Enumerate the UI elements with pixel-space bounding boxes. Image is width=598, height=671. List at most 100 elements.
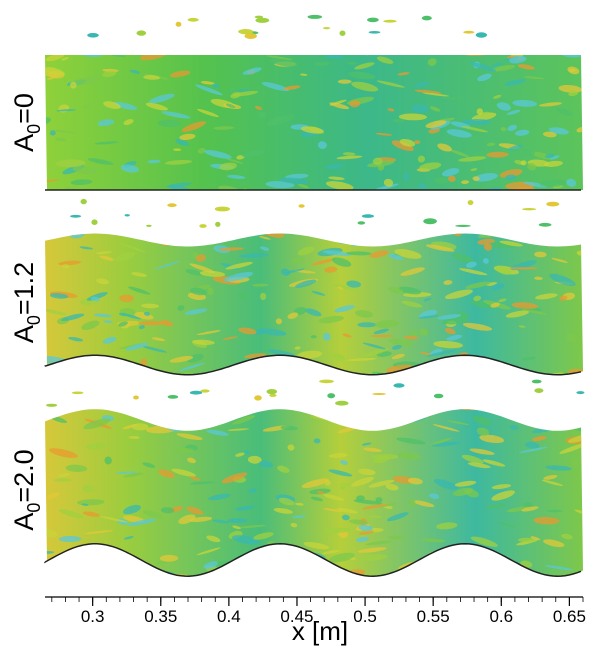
vortex	[458, 156, 487, 162]
vortex	[119, 41, 137, 47]
vortex	[377, 56, 394, 64]
vortex	[125, 342, 149, 351]
vortex	[279, 574, 295, 577]
vortex	[252, 283, 269, 287]
vortex	[331, 257, 352, 267]
detached-vortex	[534, 388, 544, 393]
vortex	[61, 56, 69, 61]
vortex	[97, 225, 108, 230]
vortex	[466, 261, 477, 268]
vortex	[394, 44, 411, 50]
vortex	[361, 503, 388, 510]
vortex	[252, 365, 270, 371]
vortex	[82, 511, 100, 517]
vortex	[53, 478, 72, 482]
vortex	[397, 72, 410, 76]
vortex	[341, 218, 368, 230]
vortex	[232, 415, 256, 425]
vortex	[249, 190, 274, 197]
vortex	[441, 226, 448, 231]
vortex	[453, 233, 462, 237]
vortex	[295, 573, 318, 577]
vortex	[291, 257, 305, 263]
vortex	[481, 402, 499, 405]
vortex	[301, 478, 329, 488]
vortex	[372, 157, 383, 166]
vortex	[190, 481, 215, 485]
vortex	[316, 491, 325, 495]
vortex	[49, 293, 69, 299]
vortex	[524, 441, 540, 449]
vortex	[444, 328, 456, 335]
vortex	[155, 221, 164, 224]
vortex	[103, 320, 113, 324]
vortex	[264, 233, 285, 238]
vortex	[370, 225, 388, 233]
vortex	[521, 309, 548, 315]
vortex	[349, 100, 361, 108]
vortex	[471, 112, 497, 121]
vortex	[128, 286, 151, 295]
vortex	[104, 220, 121, 230]
flow-panel: A0=0	[9, 14, 583, 208]
vortex	[235, 573, 262, 576]
vortex	[559, 443, 583, 454]
vortex	[85, 55, 93, 56]
vortex	[286, 224, 308, 231]
panel-label: A0=2.0	[9, 449, 44, 530]
vortex	[363, 199, 388, 208]
vortex	[291, 34, 300, 37]
vortex	[229, 567, 247, 573]
vortex	[383, 192, 392, 201]
vortex	[346, 61, 358, 65]
detached-vortex	[339, 30, 346, 36]
vortex	[566, 178, 577, 187]
vortex	[398, 286, 422, 295]
detached-vortex	[357, 221, 366, 225]
vortex	[45, 528, 58, 538]
vortex	[171, 468, 197, 477]
vortex	[441, 168, 460, 177]
vortex	[561, 55, 583, 58]
vortex	[469, 300, 498, 309]
vortex	[145, 102, 168, 111]
vortex	[385, 483, 399, 491]
vortex	[238, 292, 250, 300]
panel-label: A0=1.2	[9, 262, 44, 343]
vortex	[449, 149, 470, 158]
vortex	[104, 456, 112, 465]
vortex	[293, 224, 314, 228]
vortex	[549, 155, 560, 160]
vortex	[571, 459, 579, 467]
vortex	[391, 353, 405, 360]
vortex	[369, 250, 389, 258]
vortex	[231, 535, 260, 545]
vortex	[157, 119, 182, 128]
panel-label-sub: 0	[24, 315, 44, 325]
vortex	[547, 401, 577, 409]
vortex	[518, 409, 542, 416]
vortex	[472, 176, 480, 181]
vortex	[151, 337, 166, 342]
vortex	[467, 462, 491, 469]
vortex	[84, 530, 114, 534]
vortex	[542, 417, 557, 421]
vortex	[261, 82, 290, 92]
vortex	[55, 159, 86, 168]
vortex	[58, 509, 84, 519]
vortex	[266, 114, 295, 126]
vortex	[342, 152, 356, 156]
vortex	[440, 97, 465, 100]
vortex	[539, 179, 568, 187]
vortex	[480, 97, 508, 108]
vortex	[492, 94, 502, 99]
vortex	[486, 151, 509, 158]
panel-label-base: A	[9, 134, 39, 152]
vortex	[409, 330, 419, 336]
vortex	[256, 233, 275, 236]
vortex	[482, 459, 506, 467]
vortex	[355, 409, 369, 414]
vortex	[192, 339, 215, 345]
vortex	[244, 227, 253, 232]
vortex	[357, 547, 387, 553]
